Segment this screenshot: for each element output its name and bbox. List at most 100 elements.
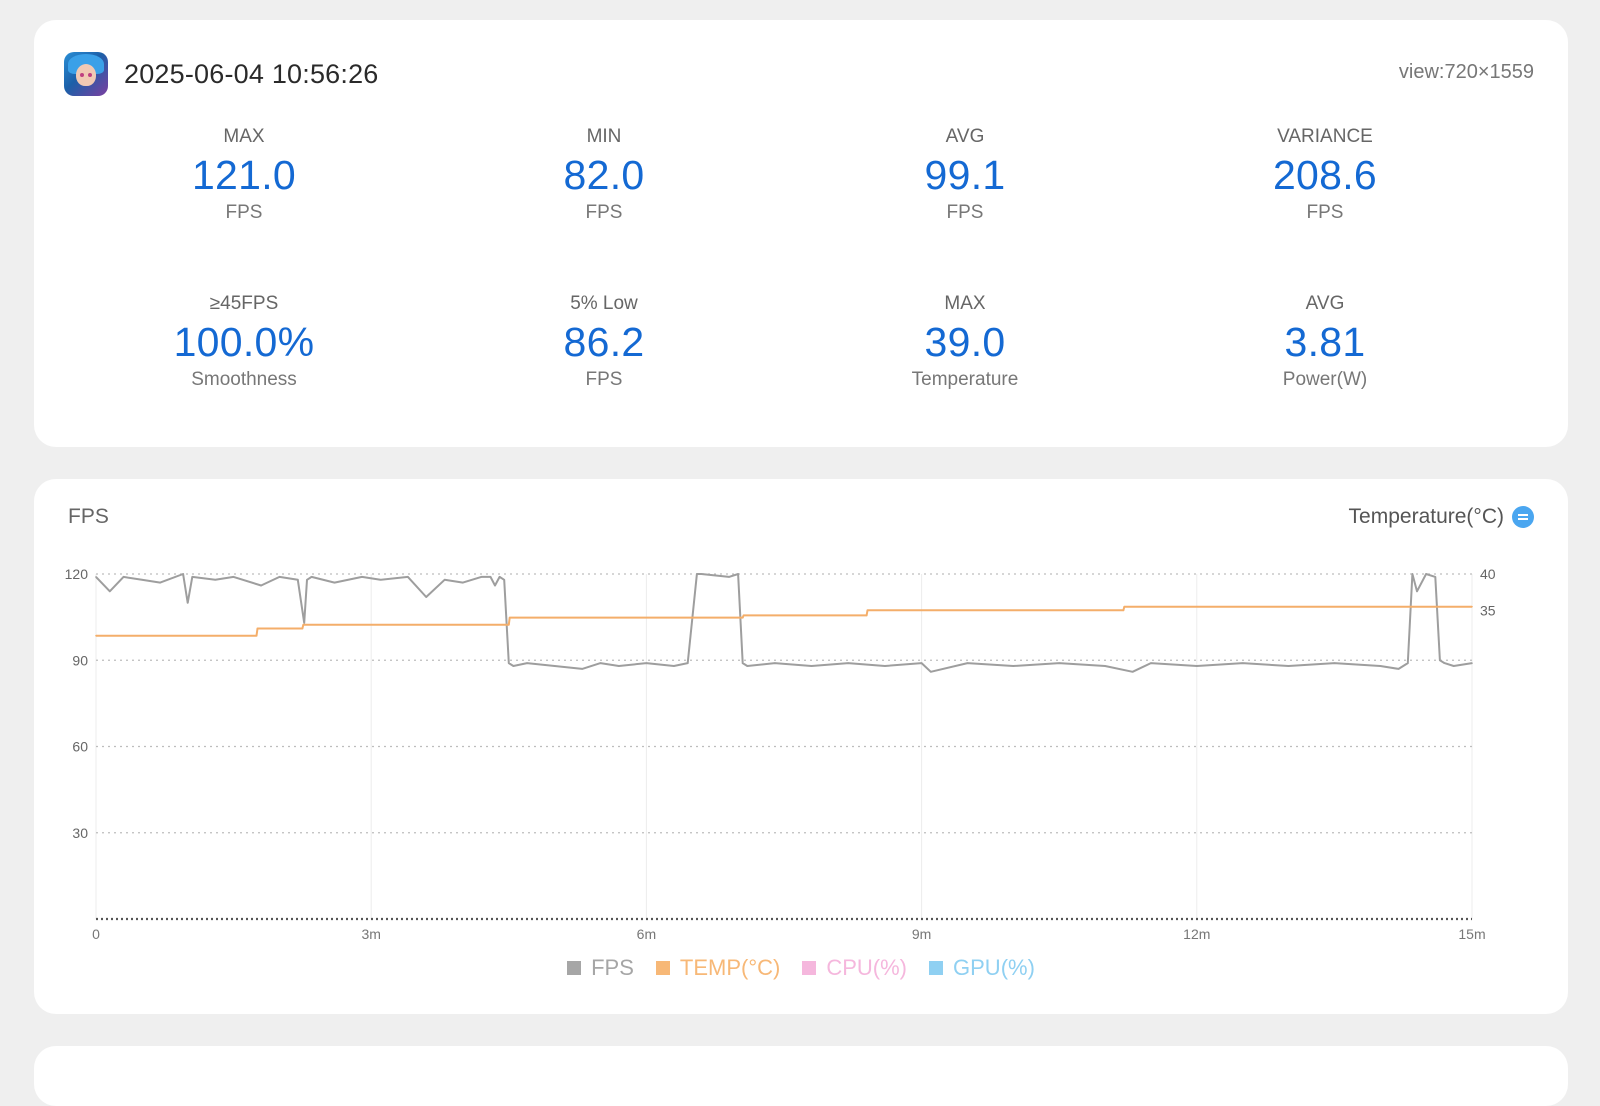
- series-point: [503, 578, 506, 581]
- legend-label: CPU(%): [826, 955, 908, 980]
- next-card: [34, 1046, 1568, 1106]
- series-point: [1287, 665, 1290, 667]
- series-point: [379, 578, 382, 581]
- x-tick-label: 6m: [637, 926, 656, 942]
- stat-label: VARIANCE: [1277, 126, 1373, 147]
- series-point: [741, 616, 744, 619]
- series-point: [553, 665, 556, 667]
- y-left-tick-label: 120: [65, 566, 89, 582]
- series-point: [310, 576, 313, 578]
- legend-swatch: [802, 961, 817, 975]
- stat-value: 39.0: [924, 319, 1006, 365]
- row1-stat-2: AVG 99.1 FPS: [815, 125, 1115, 225]
- series-point: [599, 662, 602, 664]
- y-right-tick-label: 40: [1480, 566, 1496, 582]
- series-point: [1241, 662, 1244, 664]
- series-point: [232, 576, 235, 578]
- series-point: [737, 573, 739, 575]
- series-point: [108, 590, 111, 593]
- stat-unit: Temperature: [911, 369, 1019, 390]
- stat-value: 86.2: [563, 319, 645, 365]
- chart-legend: FPS TEMP(°C) CPU(%) GPU(%): [34, 955, 1568, 981]
- series-point: [1439, 659, 1441, 662]
- series-point: [742, 614, 745, 617]
- series-point: [741, 662, 744, 664]
- chart-left-axis-title: FPS: [68, 505, 109, 528]
- x-tick-label: 15m: [1458, 926, 1485, 942]
- legend-item-3[interactable]: GPU(%): [929, 955, 1035, 981]
- row2-stat-2: MAX 39.0 Temperature: [815, 292, 1115, 392]
- session-header: 2025-06-04 10:56:26: [64, 52, 379, 96]
- chart-card: FPS Temperature(°C) 0 3m 6m 9m 12m 15m 120 90 60…: [34, 479, 1568, 1014]
- series-point: [1122, 609, 1125, 612]
- legend-label: FPS: [591, 955, 634, 980]
- legend-item-1[interactable]: TEMP(°C): [655, 955, 780, 981]
- stat-label: AVG: [945, 126, 985, 147]
- row1-stat-0: MAX 121.0 FPS: [94, 125, 394, 225]
- series-point: [186, 601, 189, 604]
- series-point: [929, 670, 932, 673]
- series-point: [141, 578, 143, 581]
- series-point: [297, 578, 299, 581]
- series-point: [498, 576, 501, 578]
- series-point: [1123, 605, 1126, 608]
- stat-unit: FPS: [1306, 202, 1344, 223]
- series-point: [810, 665, 813, 667]
- series-point: [302, 624, 305, 626]
- view-resolution: view:720×1559: [1398, 61, 1534, 83]
- series-point: [847, 662, 850, 664]
- legend-swatch: [567, 961, 582, 975]
- x-tick-label: 9m: [912, 926, 931, 942]
- y-left-tick-label: 90: [72, 652, 88, 668]
- row2-stat-0: ≥45FPS 100.0% Smoothness: [94, 292, 394, 392]
- series-point: [462, 581, 464, 584]
- series-point: [966, 662, 969, 664]
- stat-label: MIN: [586, 126, 622, 147]
- series-point: [508, 662, 510, 664]
- stat-unit: FPS: [585, 202, 623, 223]
- series-point: [700, 573, 703, 575]
- series-point: [1434, 576, 1437, 578]
- x-tick-label: 0: [92, 926, 100, 942]
- series-point: [866, 609, 869, 612]
- series-point: [407, 576, 409, 578]
- stat-label: AVG: [1305, 293, 1345, 314]
- x-tick-label: 3m: [361, 926, 380, 942]
- series-line-fps: [95, 573, 1473, 673]
- stat-label: ≥45FPS: [209, 293, 279, 314]
- legend-item-0[interactable]: FPS: [567, 955, 634, 981]
- series-point: [728, 576, 730, 578]
- series-point: [1416, 590, 1418, 593]
- series-point: [1196, 665, 1198, 667]
- stat-unit: Power(W): [1282, 369, 1368, 390]
- series-point: [122, 576, 125, 578]
- series-point: [512, 665, 515, 667]
- series-point: [425, 596, 428, 598]
- legend-item-2[interactable]: CPU(%): [802, 955, 907, 981]
- series-point: [696, 573, 698, 575]
- stat-value: 82.0: [563, 152, 645, 198]
- right-axis-title-label: Temperature(°C): [1348, 505, 1504, 528]
- chart-right-axis-title[interactable]: Temperature(°C): [1349, 505, 1534, 529]
- series-point: [1150, 662, 1152, 664]
- series-point: [865, 614, 868, 617]
- series-point: [256, 627, 259, 630]
- stat-unit: FPS: [585, 369, 623, 390]
- stat-value: 3.81: [1284, 319, 1366, 365]
- stat-unit: Smoothness: [191, 369, 297, 390]
- series-point: [494, 584, 496, 587]
- performance-chart: 0 3m 6m 9m 12m 15m 120 90 60 30 40 35: [65, 566, 1496, 942]
- y-left-tick-label: 30: [72, 825, 88, 841]
- stat-label: 5% Low: [570, 293, 638, 314]
- game-app-icon: [64, 52, 108, 96]
- series-line-temp-c: [96, 605, 1472, 637]
- summary-card: 2025-06-04 10:56:26 view:720×1559 MAX 121…: [34, 20, 1568, 447]
- series-point: [95, 576, 97, 578]
- series-point: [443, 578, 446, 581]
- swap-axis-icon[interactable]: [1512, 506, 1534, 528]
- series-point: [618, 665, 620, 667]
- row2-stat-1: 5% Low 86.2 FPS: [454, 292, 754, 392]
- series-point: [260, 584, 262, 587]
- stat-unit: FPS: [225, 202, 263, 223]
- y-right-tick-label: 35: [1480, 602, 1496, 618]
